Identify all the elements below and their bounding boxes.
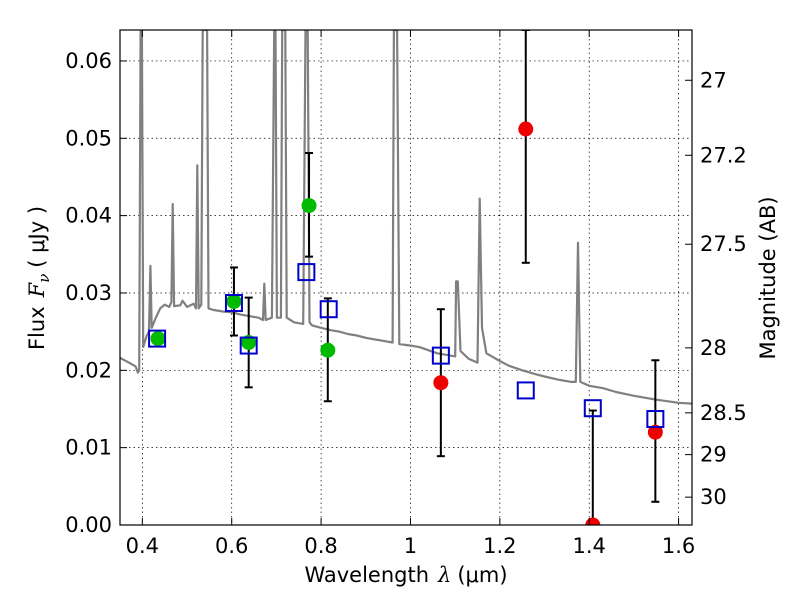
model-flux-square bbox=[148, 329, 167, 348]
y-tick-label: 0.03 bbox=[65, 281, 112, 305]
plot-frame bbox=[119, 29, 693, 526]
y-axis-label: FluxFν( μJy ) bbox=[25, 206, 53, 350]
magnitude-tick-label: 28 bbox=[700, 336, 727, 360]
plot-background bbox=[120, 30, 692, 525]
x-tick-label: 1.2 bbox=[483, 534, 516, 558]
model-flux-square bbox=[297, 263, 316, 282]
x-tick-label: 0.4 bbox=[126, 534, 159, 558]
model-flux-square bbox=[239, 336, 258, 355]
magnitude-tick-label: 27.5 bbox=[700, 232, 747, 256]
magnitude-tick-label: 30 bbox=[700, 485, 727, 509]
flux-data-point bbox=[647, 424, 663, 440]
x-tick-label: 1.6 bbox=[662, 534, 695, 558]
magnitude-tick-label: 27 bbox=[700, 68, 727, 92]
grid-lines bbox=[120, 30, 692, 526]
y-tick-label: 0.06 bbox=[65, 49, 112, 73]
x-axis-label: Wavelength λ (μm) bbox=[304, 563, 507, 587]
x-tick-label: 0.6 bbox=[215, 534, 248, 558]
y-tick-label: 0.01 bbox=[65, 436, 112, 460]
flux-data-point bbox=[226, 293, 242, 309]
magnitude-tick-label: 29 bbox=[700, 443, 727, 467]
model-flux-square bbox=[516, 381, 535, 400]
tick-labels: 0.4 0.6 0.8 1 1.2 1.4 1.6 0.00 0.01 0.02 0.03 0.04 0… bbox=[65, 49, 747, 558]
x-tick-label: 1.4 bbox=[573, 534, 606, 558]
tick-marks bbox=[120, 30, 692, 526]
y-tick-label: 0.04 bbox=[65, 204, 112, 228]
magnitude-tick-label: 28.5 bbox=[700, 401, 747, 425]
y-axis-right-label: Magnitude (AB) bbox=[756, 196, 780, 359]
flux-data-point bbox=[433, 375, 449, 391]
flux-data-point bbox=[301, 198, 317, 214]
flux-data-point bbox=[150, 331, 166, 347]
model-flux-square bbox=[319, 300, 338, 319]
y-tick-label: 0.00 bbox=[65, 513, 112, 537]
flux-data-point bbox=[241, 334, 257, 350]
template-spectrum-line bbox=[120, 30, 692, 405]
y-tick-label: 0.05 bbox=[65, 126, 112, 150]
model-flux-square bbox=[224, 294, 243, 313]
flux-data-point bbox=[518, 121, 534, 137]
x-tick-label: 0.8 bbox=[304, 534, 337, 558]
flux-data-point bbox=[320, 342, 336, 358]
y-tick-label: 0.02 bbox=[65, 358, 112, 382]
model-flux-square bbox=[431, 346, 450, 365]
magnitude-tick-label: 27.2 bbox=[700, 143, 747, 167]
data-layer bbox=[120, 30, 692, 525]
x-tick-label: 1 bbox=[404, 534, 417, 558]
model-flux-square bbox=[646, 410, 665, 429]
model-flux-square bbox=[583, 399, 602, 418]
